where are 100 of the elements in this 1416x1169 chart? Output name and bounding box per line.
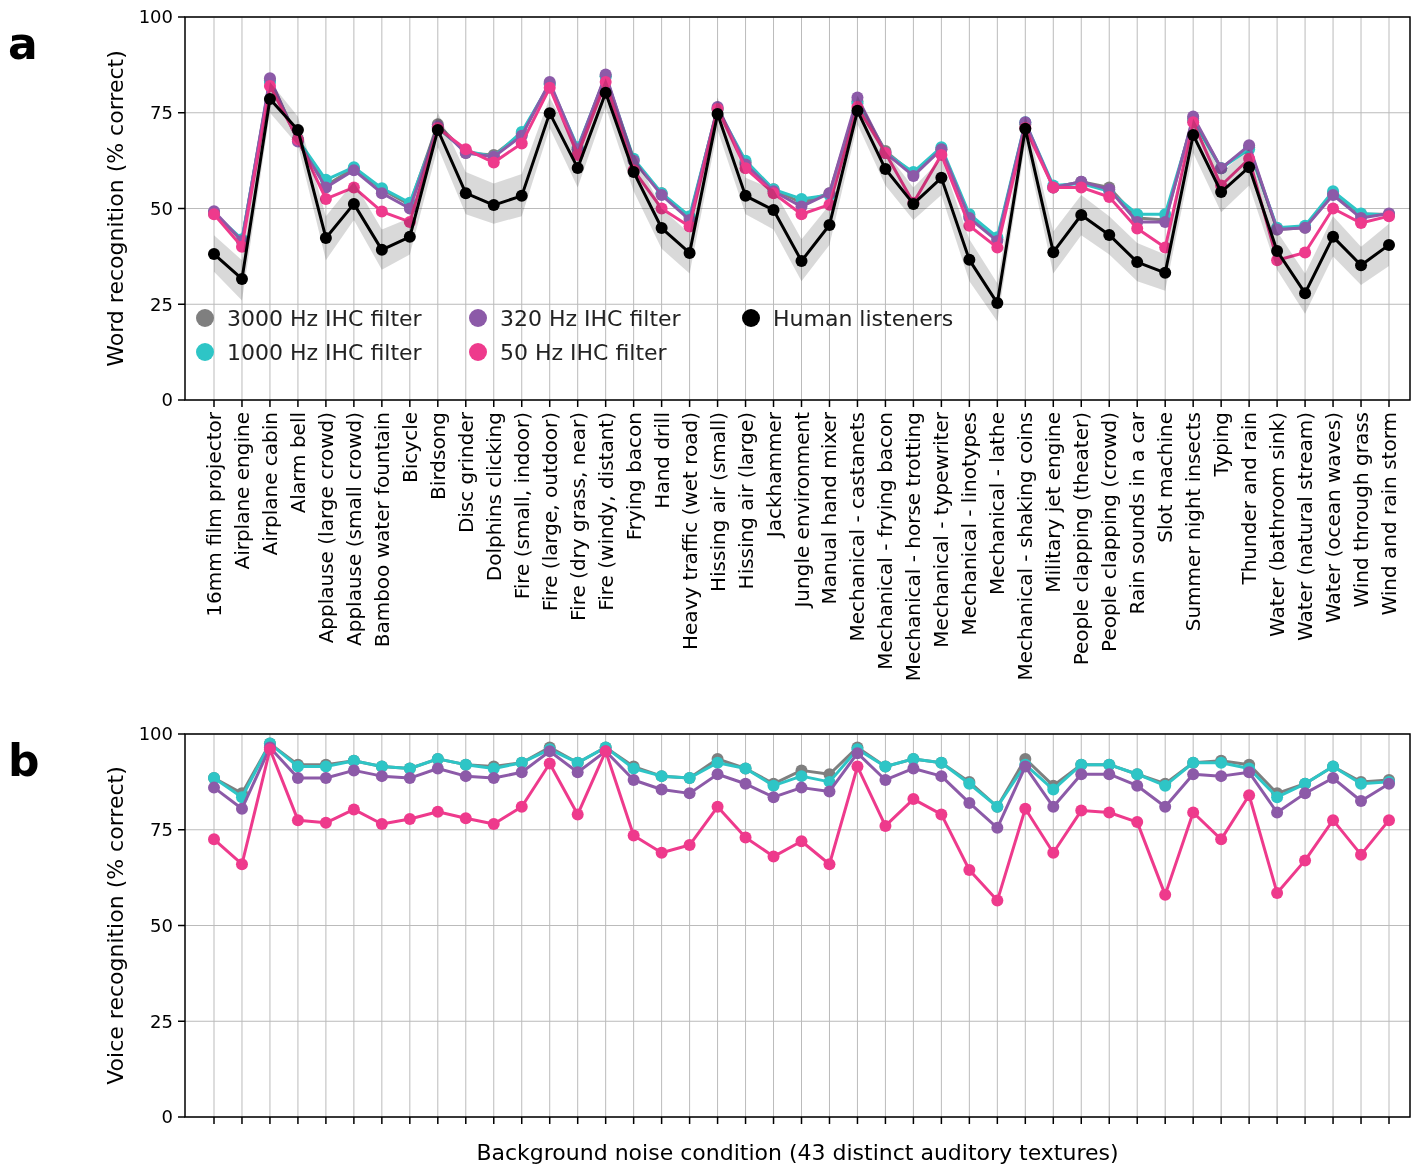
point (1075, 768, 1088, 781)
point (1243, 766, 1256, 779)
point (319, 772, 332, 785)
point (208, 781, 220, 794)
point (879, 773, 892, 786)
x-axis-title: Background noise condition (43 distinct auditory textures) (476, 1140, 1119, 1165)
point (963, 253, 976, 266)
point (1047, 846, 1060, 859)
x-tick-label: Heavy traffic (wet road) (677, 412, 702, 651)
x-tick-label: Summer night insects (1181, 412, 1206, 632)
point (823, 218, 836, 231)
point (795, 208, 808, 221)
x-tick-label: Slot machine (1153, 412, 1178, 543)
x-tick-label: Jungle environment (789, 411, 814, 610)
point (935, 148, 948, 161)
point (907, 762, 920, 775)
x-tick-label: Water (bathroom sink) (1265, 412, 1290, 637)
point (1075, 804, 1088, 817)
point (1215, 186, 1228, 199)
point (459, 770, 472, 783)
point (515, 766, 528, 779)
point (375, 770, 388, 783)
point (991, 894, 1004, 907)
y-tick-label: 100 (138, 6, 173, 28)
point (487, 818, 500, 831)
chart-title: b (8, 735, 40, 786)
point (459, 187, 472, 200)
x-tick-label: Airplane cabin (257, 412, 282, 556)
point (1187, 768, 1200, 781)
y-tick-label: 75 (150, 102, 173, 124)
point (1187, 806, 1200, 819)
point (767, 791, 780, 804)
chart-title: a (8, 18, 38, 69)
x-tick-label: Mechanical - castanets (845, 412, 870, 642)
y-tick-label: 50 (150, 197, 173, 219)
x-tick-label: Hissing air (small) (705, 412, 730, 592)
y-tick-label: 0 (161, 389, 173, 411)
point (963, 863, 976, 876)
x-tick-label: Wind and rain storm (1377, 412, 1401, 616)
point (823, 785, 836, 798)
point (1243, 789, 1256, 802)
point (991, 297, 1004, 310)
point (1187, 128, 1200, 141)
point (683, 787, 696, 800)
point (347, 764, 360, 777)
point (571, 161, 584, 174)
point (1103, 228, 1116, 241)
point (1131, 779, 1144, 792)
point (963, 219, 976, 232)
point (208, 248, 220, 261)
point (1075, 181, 1088, 194)
point (1215, 770, 1228, 783)
point (739, 189, 752, 202)
x-tick-label: Water (natural stream) (1293, 412, 1318, 642)
point (1271, 245, 1284, 258)
point (291, 772, 304, 785)
x-tick-label: Mechanical - frying bacon (873, 412, 898, 670)
point (1355, 259, 1368, 272)
point (711, 756, 724, 769)
point (459, 812, 472, 825)
point (1327, 772, 1340, 785)
x-tick-label: Airplane engine (229, 412, 254, 570)
point (795, 781, 808, 794)
point (291, 123, 304, 136)
x-tick-label: Thunder and rain (1237, 412, 1262, 586)
point (1159, 888, 1172, 901)
point (1131, 256, 1144, 269)
point (403, 813, 416, 826)
point (795, 770, 808, 783)
x-tick-label: Rain sounds in a car (1125, 411, 1150, 615)
point (991, 821, 1004, 834)
point (851, 760, 864, 773)
point (235, 802, 248, 815)
point (1271, 886, 1284, 899)
x-tick-label: Jackhammer (761, 411, 786, 540)
legend-label: 50 Hz IHC filter (500, 339, 668, 365)
point (1355, 795, 1368, 808)
point (1327, 230, 1340, 243)
point (319, 192, 332, 205)
point (1355, 848, 1368, 861)
point (1299, 854, 1312, 867)
point (1131, 222, 1144, 235)
x-tick-label: People clapping (theater) (1069, 412, 1094, 666)
point (375, 187, 388, 200)
x-tick-label: Disc grinder (453, 411, 478, 534)
legend-label: 3000 Hz IHC filter (227, 305, 423, 331)
point (1299, 287, 1312, 300)
point (1047, 800, 1060, 813)
point (627, 773, 640, 786)
x-tick-label: Applause (large crowd) (313, 412, 338, 644)
point (291, 814, 304, 827)
x-tick-label: Bicycle (397, 412, 422, 483)
point (571, 766, 584, 779)
point (1159, 800, 1172, 813)
x-tick-label: Water (ocean waves) (1321, 412, 1346, 624)
x-tick-label: Hand drill (649, 412, 674, 509)
point (1383, 238, 1395, 251)
point (571, 808, 584, 821)
x-tick-label: Mechanical - linotypes (957, 412, 982, 636)
point (347, 197, 360, 210)
